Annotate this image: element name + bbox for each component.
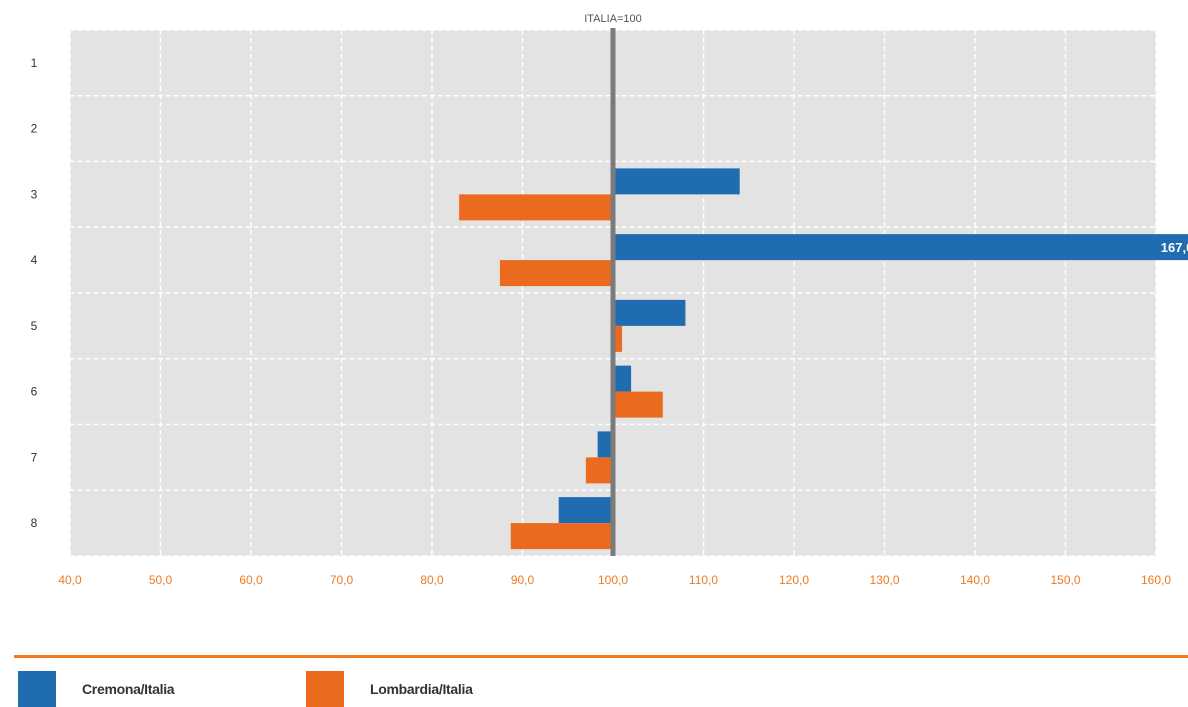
x-tick-label: 90,0 (511, 573, 535, 587)
data-label: 167,0 (1161, 240, 1188, 255)
bar-cremona-3 (613, 168, 740, 195)
x-tick-label: 160,0 (1141, 573, 1171, 587)
legend-item-lombardia: Lombardia/Italia (306, 671, 473, 707)
y-tick-label: 2 (31, 122, 38, 136)
bar-lombardia-7 (585, 457, 613, 484)
bar-lombardia-5 (613, 325, 623, 352)
bar-lombardia-6 (613, 391, 663, 418)
data-labels: 167,0 (1161, 240, 1188, 255)
legend-label-cremona: Cremona/Italia (82, 681, 175, 697)
x-tick-label: 60,0 (239, 573, 263, 587)
reference-label: ITALIA=100 (584, 13, 642, 25)
bar-lombardia-8 (510, 523, 613, 550)
y-tick-label: 1 (31, 56, 38, 70)
bar-cremona-8 (558, 497, 613, 524)
x-tick-label: 50,0 (149, 573, 173, 587)
x-tick-label: 40,0 (58, 573, 82, 587)
grid-lines (69, 29, 1157, 557)
bars (459, 168, 1188, 550)
bar-cremona-5 (613, 299, 686, 326)
x-tick-label: 140,0 (960, 573, 990, 587)
y-tick-label: 8 (31, 516, 38, 530)
y-axis-ticks: 1 2 3 4 5 6 7 8 (31, 56, 38, 530)
x-axis-ticks: 40,0 50,0 60,0 70,0 80,0 90,0 100,0 110,0 120,0 1… (58, 573, 1171, 587)
x-tick-label: 110,0 (689, 573, 718, 587)
legend-swatch-lombardia (306, 671, 344, 707)
x-tick-label: 70,0 (330, 573, 354, 587)
bar-cremona-4 (613, 234, 1188, 261)
y-tick-label: 7 (31, 450, 38, 464)
bar-cremona-7 (597, 431, 613, 458)
x-tick-label: 80,0 (420, 573, 444, 587)
legend-label-lombardia: Lombardia/Italia (370, 681, 473, 697)
y-tick-label: 5 (31, 319, 38, 333)
x-tick-label: 120,0 (779, 573, 809, 587)
legend-item-cremona: Cremona/Italia (18, 671, 175, 707)
bar-lombardia-3 (459, 194, 613, 221)
bar-cremona-6 (613, 365, 632, 392)
legend-swatch-cremona (18, 671, 56, 707)
y-tick-label: 4 (31, 253, 38, 267)
x-tick-label: 130,0 (869, 573, 899, 587)
legend-divider (14, 655, 1188, 658)
x-tick-label: 150,0 (1050, 573, 1080, 587)
y-tick-label: 6 (31, 385, 38, 399)
bar-chart: ITALIA=100 40,0 50,0 60,0 70,0 80,0 90,0 100,0… (31, 13, 1188, 587)
x-tick-label: 100,0 (598, 573, 628, 587)
bar-lombardia-4 (499, 260, 613, 287)
y-tick-label: 3 (31, 187, 38, 201)
